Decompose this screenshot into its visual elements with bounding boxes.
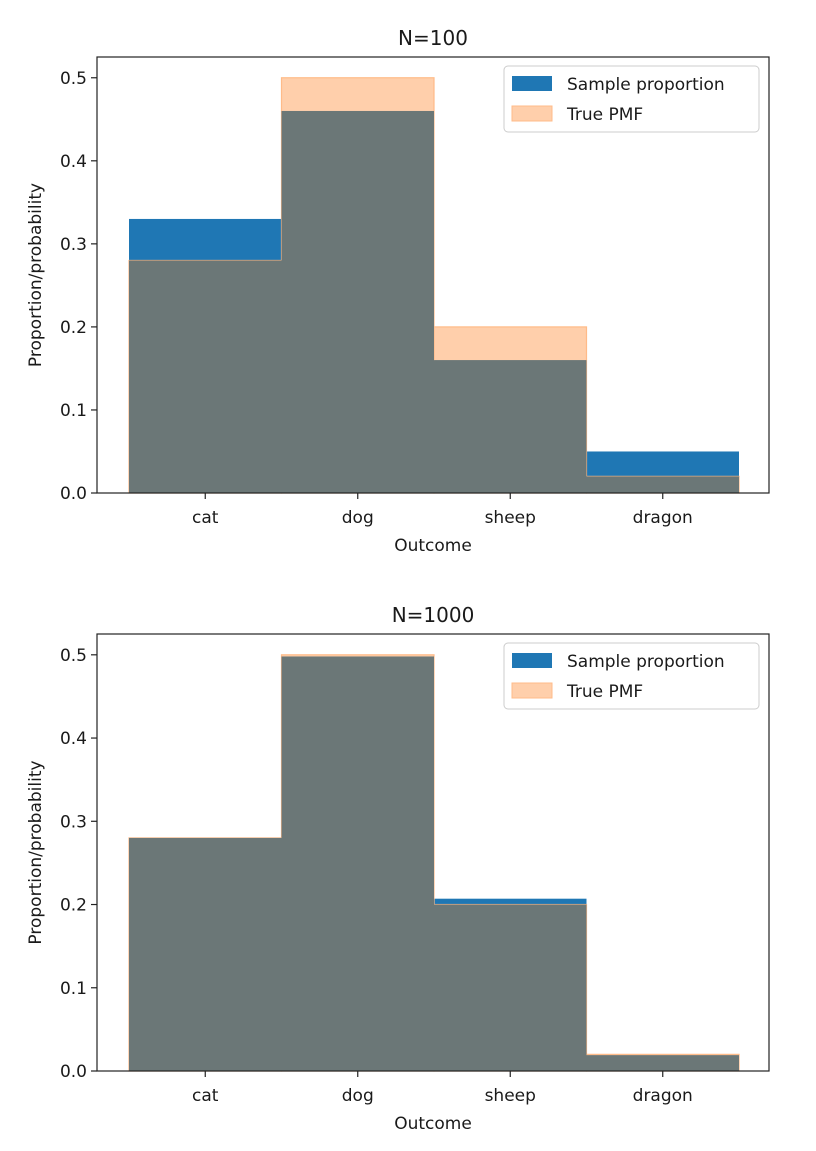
x-tick-label-sheep: sheep: [485, 508, 536, 528]
bar-overlap-cat: [129, 260, 282, 493]
x-tick-label-sheep: sheep: [485, 1086, 536, 1106]
y-tick-label: 0.2: [60, 318, 87, 338]
y-tick-label: 0.5: [60, 646, 87, 666]
y-tick-label: 0.5: [60, 69, 87, 89]
y-tick-label: 0.3: [60, 812, 87, 832]
x-axis-label: Outcome: [394, 536, 472, 556]
bar-overlap-sheep: [434, 360, 587, 493]
y-tick-label: 0.2: [60, 896, 87, 916]
legend-swatch-truepmf: [511, 105, 553, 122]
legend-swatch-sample: [512, 76, 552, 91]
x-tick-label-dog: dog: [342, 1086, 374, 1106]
y-tick-label: 0.0: [60, 484, 87, 504]
y-tick-label: 0.1: [60, 401, 87, 421]
bar-overlap-dragon: [586, 476, 739, 493]
x-tick-label-cat: cat: [192, 1086, 219, 1106]
y-tick-label: 0.4: [60, 152, 87, 172]
plot-frame: [96, 56, 770, 494]
x-tick-label-dog: dog: [342, 508, 374, 528]
bar-overlap-dragon: [586, 1055, 739, 1071]
chart-n1000: 0.0 0.1 0.2 0.3 0.4 0.5 cat dog sheep dragon N=100…: [26, 603, 770, 1134]
legend-box: [503, 65, 760, 133]
x-tick-label-dragon: dragon: [633, 508, 693, 528]
y-axis-label: Proportion/probability: [26, 760, 46, 944]
legend-label-sample: Sample proportion: [567, 75, 725, 95]
legend: Sample proportion True PMF: [503, 642, 760, 710]
legend: Sample proportion True PMF: [503, 65, 760, 133]
chart-n100: 0.0 0.1 0.2 0.3 0.4 0.5 cat dog sheep dragon N=100…: [26, 26, 770, 556]
plot-frame: [96, 633, 770, 1072]
chart-title: N=1000: [392, 603, 475, 627]
legend-label-truepmf: True PMF: [566, 682, 643, 702]
y-tick-label: 0.3: [60, 235, 87, 255]
bar-overlap-cat: [129, 837, 282, 1071]
y-axis-label: Proportion/probability: [26, 183, 46, 367]
y-tick-label: 0.1: [60, 979, 87, 999]
bar-overlap-dog: [281, 110, 434, 493]
bar-overlap-dog: [281, 656, 434, 1071]
x-tick-label-dragon: dragon: [633, 1086, 693, 1106]
y-tick-label: 0.4: [60, 729, 87, 749]
legend-swatch-sample: [512, 653, 552, 668]
legend-box: [503, 642, 760, 710]
x-axis-label: Outcome: [394, 1114, 472, 1134]
x-tick-label-cat: cat: [192, 508, 219, 528]
legend-label-sample: Sample proportion: [567, 652, 725, 672]
chart-title: N=100: [398, 26, 468, 50]
legend-swatch-truepmf: [511, 682, 553, 699]
legend-label-truepmf: True PMF: [566, 105, 643, 125]
y-tick-label: 0.0: [60, 1062, 87, 1082]
bar-overlap-sheep: [434, 904, 587, 1071]
